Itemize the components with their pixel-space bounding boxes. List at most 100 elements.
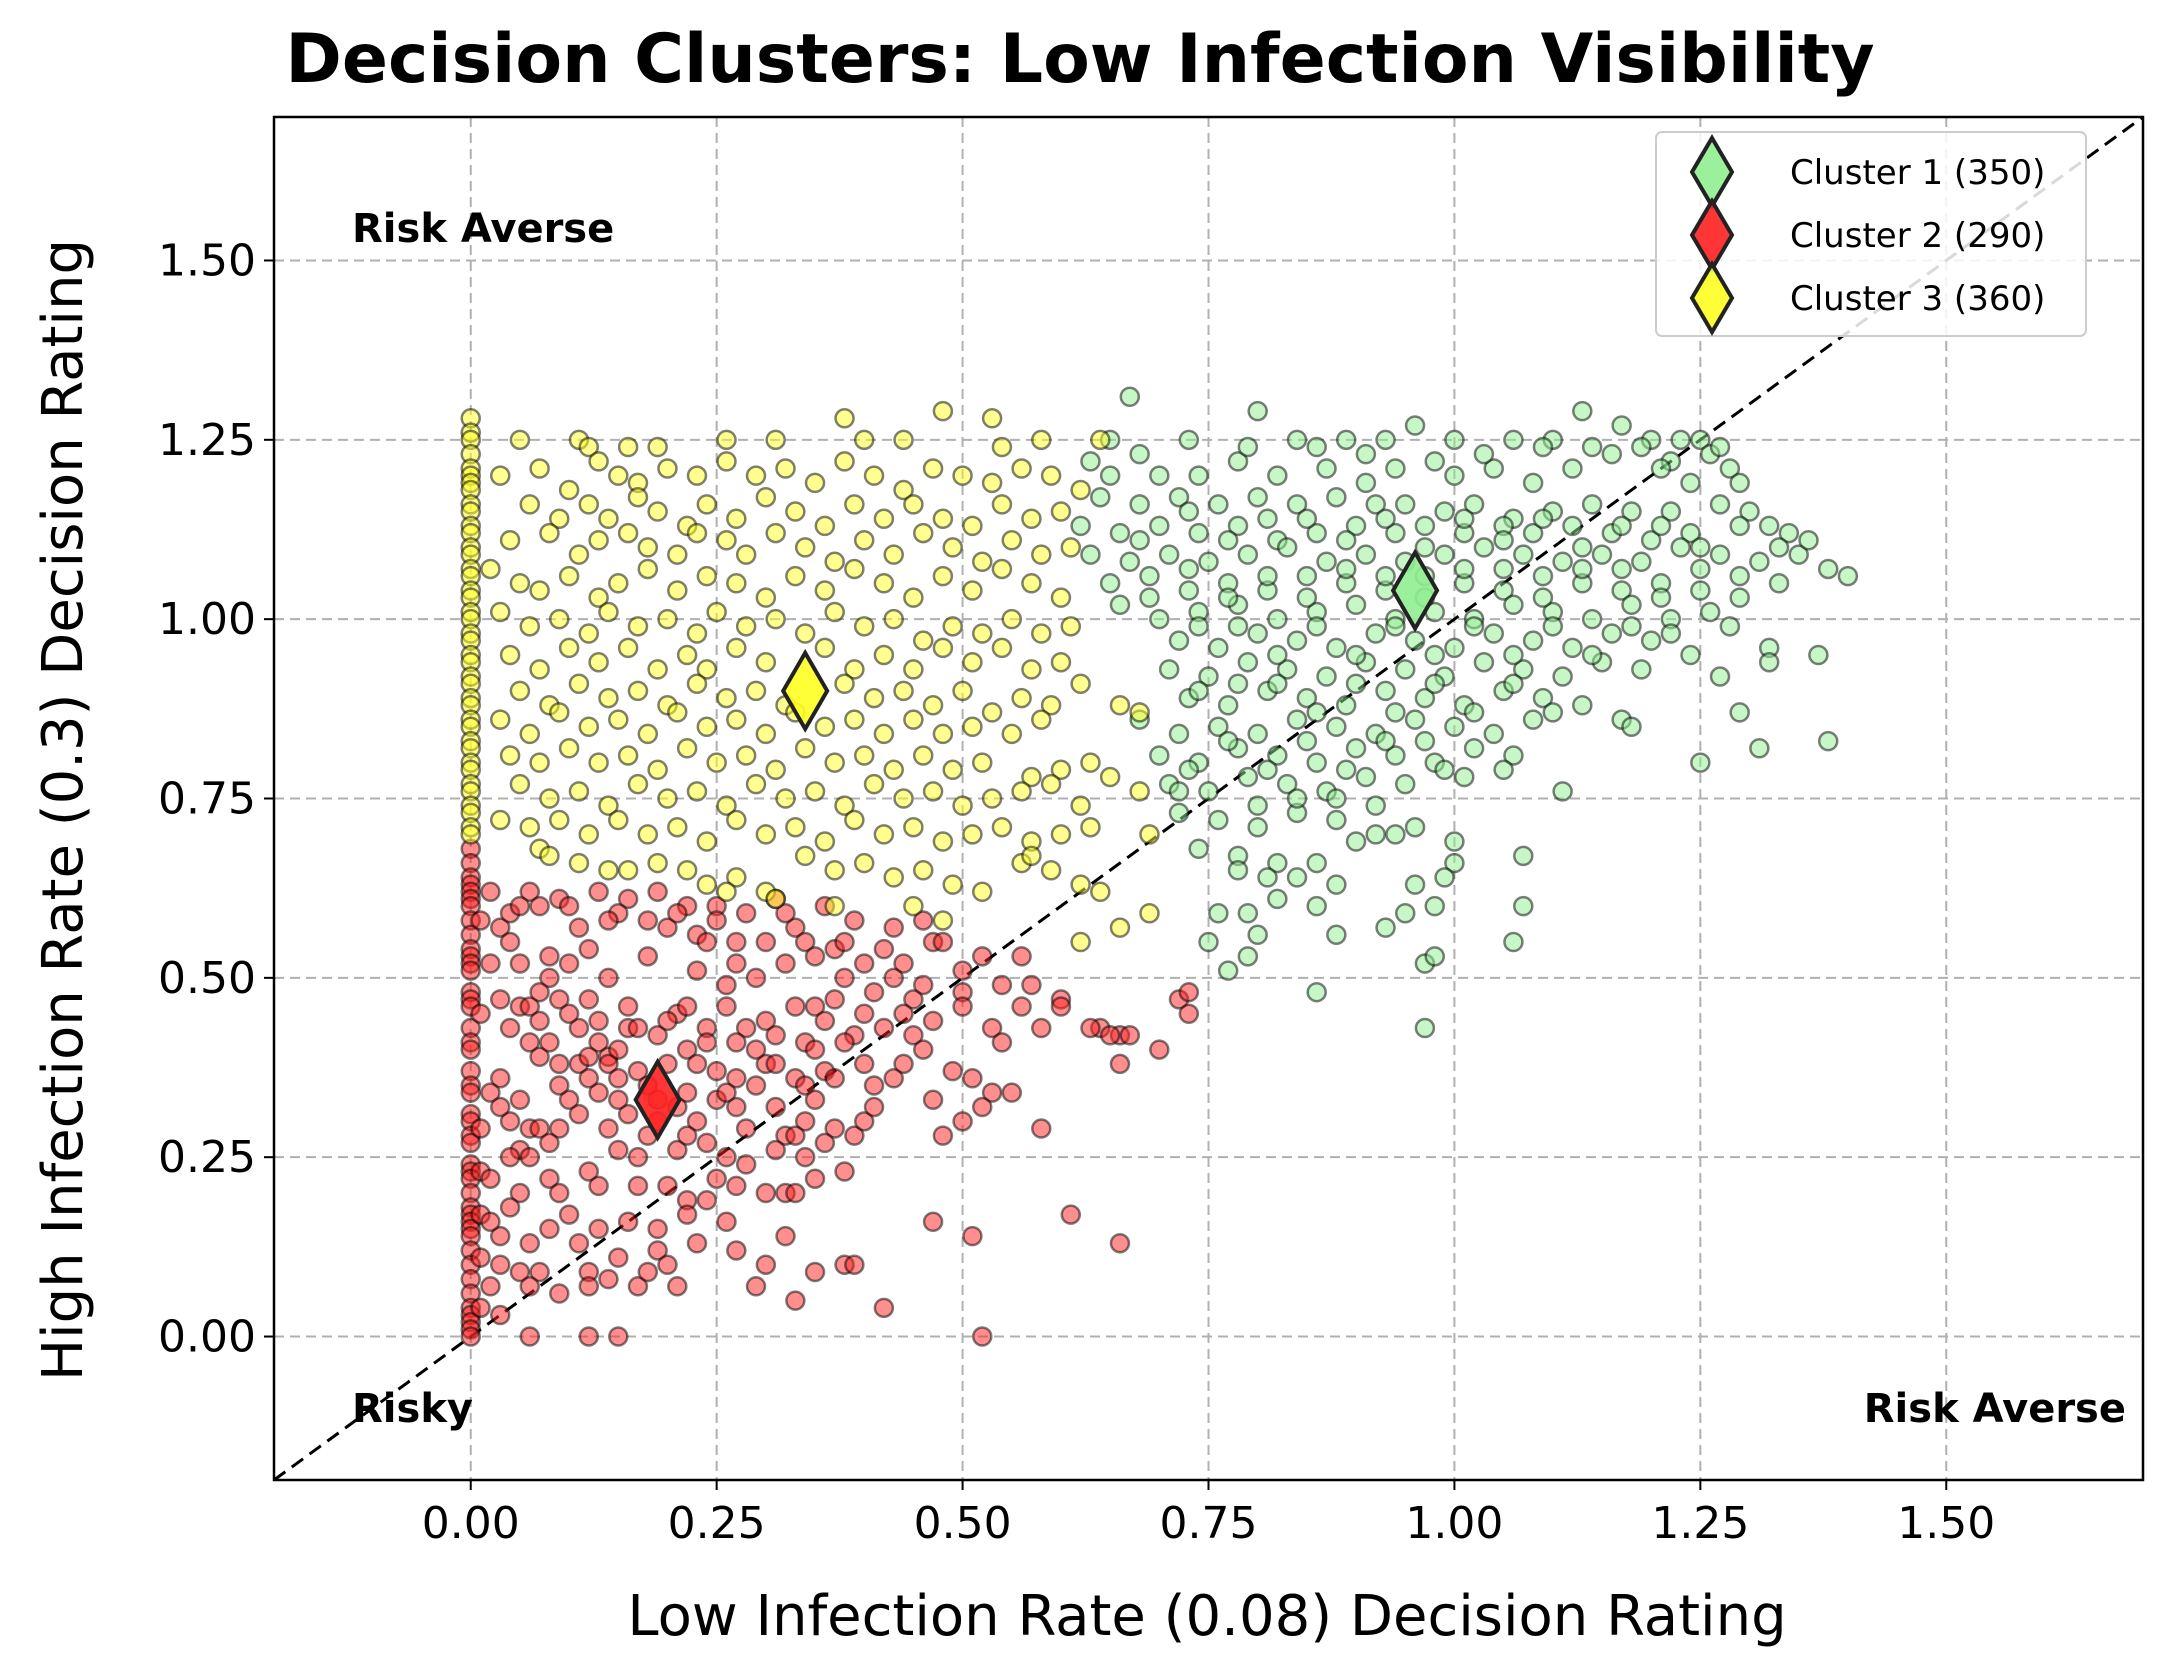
data-point (1709, 436, 1731, 458)
data-point (1503, 745, 1524, 766)
data-point (529, 895, 550, 917)
x-tick-label: 1.00 (1405, 1498, 1503, 1549)
data-point (637, 558, 659, 580)
data-point (1306, 616, 1327, 637)
data-point (735, 1154, 757, 1175)
data-point (647, 1024, 668, 1046)
data-point (1650, 515, 1672, 537)
data-point (539, 1218, 560, 1240)
data-point (873, 824, 895, 845)
data-point (1355, 443, 1377, 465)
data-point (1404, 816, 1426, 838)
data-point (1690, 580, 1711, 601)
data-point (1385, 458, 1406, 479)
data-point (1385, 702, 1406, 723)
data-point (1375, 917, 1396, 938)
data-point (460, 824, 481, 845)
data-point (903, 494, 924, 515)
data-point (972, 623, 993, 644)
data-point (1168, 781, 1190, 802)
data-point (1178, 981, 1200, 1003)
data-point (1414, 537, 1436, 558)
data-point (598, 795, 619, 816)
y-axis-ticks: 0.00 0.25 0.50 0.75 1.00 1.25 1.50 (158, 235, 274, 1363)
data-point (853, 1111, 875, 1132)
data-point (1444, 716, 1465, 738)
data-point (470, 1247, 491, 1268)
data-point (1178, 501, 1200, 522)
data-point (824, 895, 845, 917)
data-point (1237, 651, 1259, 673)
data-point (1099, 1024, 1121, 1046)
data-point (844, 1125, 865, 1146)
data-point (1365, 795, 1386, 816)
data-point (972, 1096, 993, 1118)
data-point (657, 788, 678, 809)
data-point (1394, 773, 1416, 795)
data-point (972, 752, 993, 773)
data-point (1099, 573, 1121, 594)
data-point (549, 1075, 570, 1096)
data-point (558, 1003, 580, 1024)
data-point (1296, 730, 1318, 752)
data-point (1060, 1204, 1082, 1225)
data-point (549, 989, 570, 1010)
data-point (932, 400, 954, 422)
data-point (1444, 637, 1465, 659)
data-point (1611, 558, 1632, 580)
data-point (657, 458, 678, 479)
data-point (1690, 429, 1711, 451)
data-point (489, 917, 511, 938)
data-point (893, 1003, 914, 1024)
data-point (529, 752, 550, 773)
data-point (1217, 587, 1239, 608)
data-point (1690, 537, 1711, 558)
data-point (578, 1276, 600, 1297)
data-point (1798, 529, 1819, 551)
data-point (519, 616, 541, 637)
data-point (1394, 494, 1416, 515)
data-point (647, 1218, 668, 1240)
series-cluster-2 (460, 838, 1200, 1347)
data-point (509, 573, 531, 594)
data-point (745, 1276, 767, 1297)
data-point (509, 773, 531, 795)
data-point (499, 745, 521, 766)
data-point (686, 960, 708, 981)
data-point (1483, 723, 1505, 745)
data-point (1434, 759, 1455, 781)
data-point (696, 494, 718, 515)
data-point (1070, 795, 1091, 816)
data-point (578, 938, 600, 960)
data-point (1355, 544, 1377, 565)
data-point (785, 1182, 806, 1204)
data-point (726, 1032, 747, 1053)
data-point (794, 1146, 816, 1168)
data-point (853, 1003, 875, 1024)
data-point (1109, 594, 1131, 616)
data-point (460, 1039, 481, 1060)
data-point (647, 759, 668, 781)
data-point (1817, 558, 1839, 580)
data-point (509, 953, 531, 974)
data-point (726, 809, 747, 831)
data-point (1109, 694, 1131, 716)
data-point (686, 781, 708, 802)
data-point (1749, 738, 1770, 759)
data-point (863, 687, 885, 709)
data-point (1139, 824, 1160, 845)
corner-label-bottom-left: Risky (352, 1386, 473, 1432)
data-point (1326, 924, 1347, 946)
data-point (1001, 1082, 1023, 1103)
data-point (824, 989, 845, 1010)
data-point (873, 573, 895, 594)
data-point (785, 996, 806, 1017)
data-point (1729, 515, 1750, 537)
data-point (637, 1261, 659, 1283)
centroid-marker-cluster-3 (780, 648, 830, 733)
data-point (1326, 486, 1347, 508)
data-point (588, 881, 609, 903)
data-point (765, 759, 786, 781)
y-tick-label: 0.75 (158, 774, 256, 825)
data-point (578, 1068, 600, 1089)
